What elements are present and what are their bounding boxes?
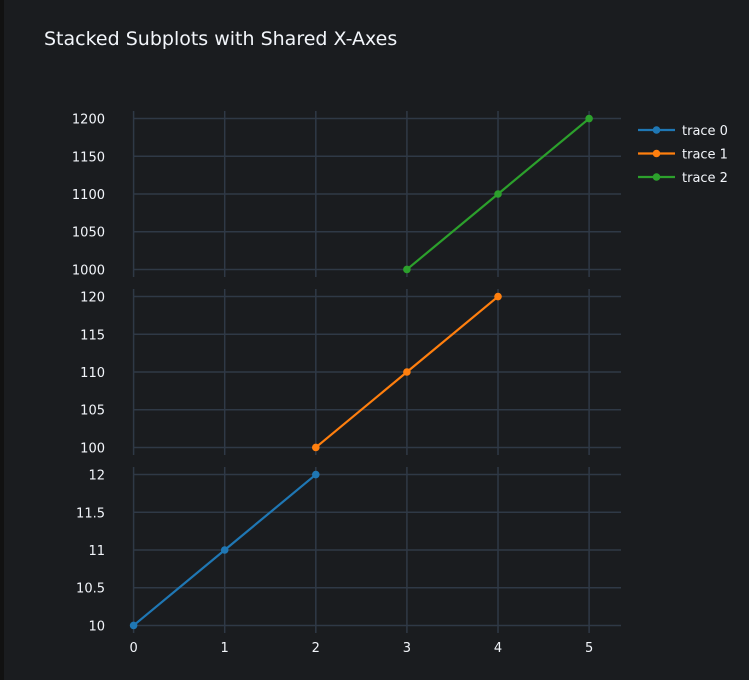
- legend-marker: [652, 149, 661, 158]
- legend-marker: [652, 173, 661, 181]
- legend-marker: [652, 126, 661, 134]
- data-point: [129, 621, 138, 630]
- y-tick-label: 110: [80, 366, 105, 381]
- data-point: [403, 368, 411, 376]
- data-point: [585, 114, 593, 123]
- y-tick-label: 1050: [72, 226, 105, 241]
- y-tick-label: 100: [80, 441, 105, 456]
- y-tick-label: 1150: [72, 150, 105, 165]
- x-tick-label: 4: [494, 641, 502, 656]
- subplot-3: 10 10.5 11 11.5 12: [76, 467, 621, 634]
- legend-label: trace 2: [682, 171, 728, 186]
- y-tick-label: 10: [88, 619, 105, 634]
- legend-label: trace 1: [682, 148, 728, 163]
- chart-title: Stacked Subplots with Shared X-Axes: [44, 28, 398, 50]
- data-point: [494, 292, 502, 301]
- plot-area: 100010501100115012001001051101151201010.…: [72, 111, 728, 656]
- chart: Stacked Subplots with Shared X-Axes 1000…: [4, 0, 749, 680]
- data-point: [220, 546, 229, 554]
- subplot-2: 100 105 110 115 120: [80, 289, 621, 456]
- x-tick-label: 1: [221, 641, 229, 656]
- y-tick-label: 1200: [72, 113, 105, 128]
- y-tick-label: 10.5: [76, 582, 105, 597]
- subplot-1: 1000 1050 1100 1150 1200: [72, 111, 621, 278]
- y-tick-label: 11.5: [76, 506, 105, 521]
- data-point: [312, 470, 320, 479]
- y-tick-label: 120: [80, 291, 105, 306]
- y-tick-label: 1000: [72, 263, 105, 278]
- data-point: [312, 443, 320, 452]
- y-tick-label: 1100: [72, 188, 105, 203]
- y-tick-label: 105: [80, 404, 105, 419]
- x-tick-label: 0: [129, 641, 137, 656]
- legend-label: trace 0: [682, 124, 728, 139]
- x-tick-label: 2: [312, 641, 320, 656]
- legend: trace 0 trace 1 trace 2: [638, 124, 728, 186]
- data-point: [494, 190, 502, 198]
- y-tick-label: 11: [88, 544, 105, 559]
- y-tick-label: 12: [88, 469, 105, 484]
- y-tick-label: 115: [80, 328, 105, 343]
- x-tick-label: 5: [585, 641, 593, 656]
- data-point: [403, 265, 411, 274]
- x-tick-label: 3: [403, 641, 411, 656]
